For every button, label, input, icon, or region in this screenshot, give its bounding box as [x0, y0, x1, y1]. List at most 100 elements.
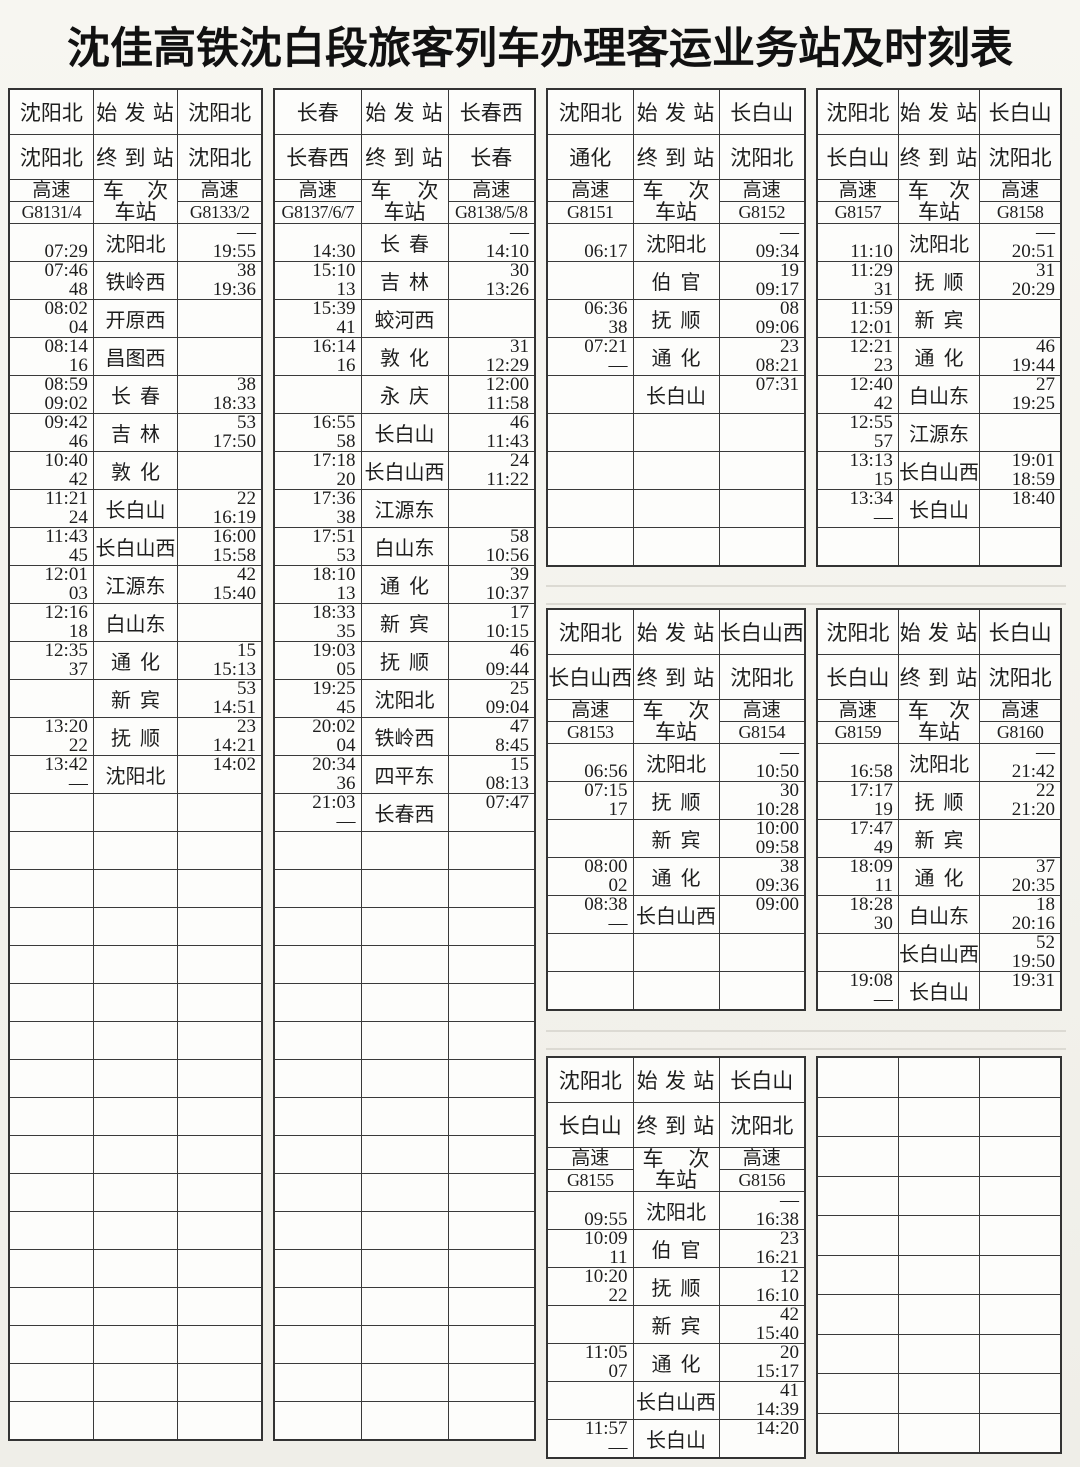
station-cell: 通化	[92, 641, 179, 680]
arrive-time	[818, 225, 897, 243]
timetable-g8151-g8152: 沈阳北始 发 站长白山 通化终 到 站沈阳北 高速 G8151 车次车站 高速 G8152 0…	[546, 88, 806, 567]
depart-time	[981, 301, 1060, 319]
station-cell: 通化	[632, 1343, 720, 1382]
empty-cell	[177, 1287, 263, 1326]
empty-cell	[92, 1249, 179, 1288]
depart-time: 39	[510, 565, 529, 585]
time-cell-left: 13:34—	[816, 489, 899, 528]
train-label-part: 次	[949, 699, 971, 723]
depart-time: 47	[510, 717, 529, 737]
speed-label: 高速	[720, 181, 804, 202]
empty-cell	[177, 1249, 263, 1288]
time-cell-right: 18 20:16	[979, 895, 1062, 934]
station-cell: 昌图西	[92, 337, 179, 376]
arrive-time: 16:55	[312, 413, 356, 433]
arrive-time: 14:51	[212, 696, 256, 718]
station-name: 沈阳北	[646, 1202, 706, 1224]
speed-label: 高速	[548, 1149, 632, 1170]
dest-station-right: 长春	[447, 134, 536, 180]
time-cell-right	[177, 603, 263, 642]
time-cell-left	[546, 1381, 634, 1420]
empty-cell	[8, 1211, 94, 1250]
station-name: 永庆	[380, 386, 438, 408]
depart-time: 46	[1036, 337, 1055, 357]
empty-cell	[632, 451, 720, 490]
arrive-time: 14:10	[485, 240, 529, 262]
time-cell-right: 16:00 15:58	[177, 527, 263, 566]
empty-cell	[273, 1325, 362, 1364]
depart-time: 38	[237, 261, 256, 281]
depart-time: 36	[336, 772, 356, 794]
dest-label: 终 到 站	[632, 654, 720, 700]
station-cell: 沈阳北	[360, 679, 449, 718]
arrive-time: 16:10	[755, 1284, 799, 1306]
depart-time: 27	[1036, 375, 1055, 395]
station-cell: 四平东	[360, 755, 449, 794]
speed-label: 高速	[178, 181, 261, 202]
depart-time: —	[780, 1191, 799, 1211]
arrive-time: 12:29	[485, 354, 529, 376]
arrive-time: 18:59	[1011, 468, 1055, 490]
station-cell: 伯官	[632, 261, 720, 300]
empty-cell	[92, 907, 179, 946]
arrive-time	[548, 821, 632, 839]
station-name: 蛟河西	[374, 310, 435, 332]
train-label: 车次	[362, 181, 447, 202]
train-number-right: 高速 G8138/5/8	[447, 179, 536, 224]
dest-label: 终 到 站	[632, 134, 720, 180]
arrive-time: 07:15	[584, 781, 628, 801]
depart-time: 15	[510, 755, 529, 775]
arrive-time: 08:21	[755, 354, 799, 376]
arrive-time: 09:04	[485, 696, 529, 718]
arrive-time	[548, 1383, 632, 1401]
time-cell-left: 14:30	[273, 223, 362, 262]
arrive-time: 15:40	[755, 1322, 799, 1344]
train-number: G8157	[834, 202, 882, 222]
arrive-time: 12:35	[44, 641, 88, 661]
station-name: 新宾	[380, 614, 438, 636]
depart-time: 16	[336, 354, 356, 376]
origin-label: 始 发 站	[360, 88, 449, 135]
arrive-time: 18:28	[849, 895, 893, 915]
train-number: G8131/4	[21, 202, 82, 222]
empty-grid	[816, 1056, 1062, 1454]
arrive-time	[548, 1307, 632, 1325]
station-name: 伯官	[651, 272, 710, 294]
empty-cell	[273, 1021, 362, 1060]
empty-cell	[360, 1135, 449, 1174]
station-cell: 白山东	[897, 375, 981, 414]
time-cell-left	[546, 1305, 634, 1344]
station-cell: 抚顺	[360, 641, 449, 680]
station-cell: 新宾	[632, 819, 720, 858]
time-cell-right: 37 20:35	[979, 857, 1062, 896]
time-cell-left: 20:34 36	[273, 755, 362, 794]
dest-label: 终 到 站	[897, 134, 981, 180]
time-cell-left: 08:59 09:02	[8, 375, 94, 414]
station-cell: 抚顺	[632, 1267, 720, 1306]
empty-cell	[546, 971, 634, 1011]
arrive-time: 08:59	[44, 375, 88, 395]
time-cell-left: 06:17	[546, 223, 634, 262]
origin-label: 始 发 站	[632, 608, 720, 655]
train-number-right: 高速 G8158	[979, 179, 1062, 224]
depart-time: 18	[68, 620, 88, 642]
time-cell-right	[979, 413, 1062, 452]
empty-cell	[177, 793, 263, 832]
time-cell-right: 09:00	[718, 895, 806, 934]
station-cell: 沈阳北	[632, 1191, 720, 1230]
station-label: 车站	[917, 199, 960, 224]
depart-time: 17	[608, 798, 628, 820]
time-cell-right	[979, 299, 1062, 338]
station-cell: 白山东	[897, 895, 981, 934]
origin-station-left: 沈阳北	[8, 88, 94, 135]
time-cell-right: 27 19:25	[979, 375, 1062, 414]
time-cell-left: 11:43 45	[8, 527, 94, 566]
faint-gridline	[546, 585, 1066, 587]
time-cell-right: 14:20	[718, 1419, 806, 1459]
station-cell: 长白山	[632, 1419, 720, 1459]
empty-cell	[979, 1254, 1062, 1295]
time-cell-right: 46 19:44	[979, 337, 1062, 376]
arrive-time: 09:17	[755, 278, 799, 300]
depart-time	[548, 1401, 632, 1419]
empty-cell	[816, 1056, 899, 1098]
